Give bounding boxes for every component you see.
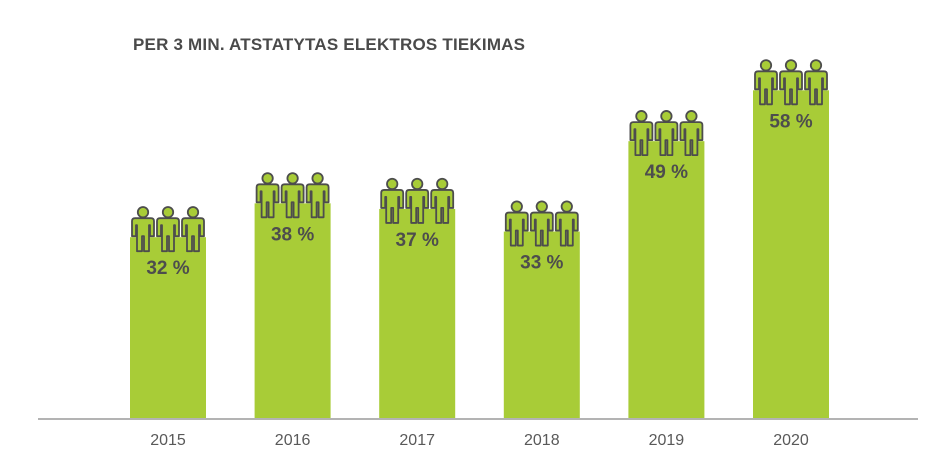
bar-group-2016: 38 % 2016 xyxy=(254,172,331,449)
three-people-icon xyxy=(629,110,704,157)
person-icon xyxy=(156,206,180,253)
three-people-icon xyxy=(504,200,579,247)
data-label-2018: 33 % xyxy=(520,253,563,274)
person-body xyxy=(156,217,180,253)
data-label-2016: 38 % xyxy=(271,224,314,245)
person-body xyxy=(131,217,155,253)
person-icon xyxy=(305,172,330,219)
bar-2016 xyxy=(254,203,331,418)
person-body xyxy=(405,189,430,224)
person-icon xyxy=(529,200,554,247)
person-head xyxy=(136,206,150,219)
person-head xyxy=(635,110,648,123)
person-head xyxy=(759,59,773,72)
person-body xyxy=(804,70,828,106)
bar-group-2017: 37 % 2017 xyxy=(379,177,456,449)
x-tick-label-2020: 2020 xyxy=(773,432,809,449)
person-icon xyxy=(629,110,654,157)
person-icon xyxy=(754,59,778,106)
person-icon xyxy=(131,206,155,253)
data-label-2019: 49 % xyxy=(645,162,688,183)
person-body xyxy=(255,183,280,219)
bar-group-2020: 58 % 2020 xyxy=(753,59,829,449)
person-icon xyxy=(430,177,455,224)
person-icon xyxy=(504,200,529,247)
person-body xyxy=(754,70,778,106)
person-head xyxy=(660,110,673,123)
person-body xyxy=(305,183,330,219)
person-icon xyxy=(255,172,280,219)
person-icon xyxy=(405,177,430,224)
person-head xyxy=(560,200,573,213)
person-body xyxy=(679,121,704,157)
person-head xyxy=(411,177,424,191)
person-icon xyxy=(779,59,803,106)
bars-layer: 32 % 2015 38 % 2016 37 % 2017 33 % 2018 49 % 2019… xyxy=(130,59,829,449)
person-head xyxy=(161,206,175,219)
bar-2020 xyxy=(753,90,829,419)
data-label-2015: 32 % xyxy=(146,258,189,279)
person-head xyxy=(311,172,324,185)
person-head xyxy=(535,200,548,213)
three-people-icon xyxy=(131,206,205,253)
person-head xyxy=(436,177,449,191)
bar-group-2019: 49 % 2019 xyxy=(628,110,705,449)
x-tick-label-2016: 2016 xyxy=(275,432,311,449)
person-body xyxy=(504,211,529,247)
x-tick-label-2015: 2015 xyxy=(150,432,186,449)
person-head xyxy=(809,59,823,72)
x-tick-label-2019: 2019 xyxy=(649,432,685,449)
person-body xyxy=(779,70,803,106)
person-head xyxy=(186,206,200,219)
person-head xyxy=(685,110,698,123)
person-head xyxy=(386,177,399,191)
person-body xyxy=(280,183,305,219)
person-icon xyxy=(280,172,305,219)
data-label-2017: 37 % xyxy=(396,230,439,251)
person-body xyxy=(181,217,205,253)
bar-2017 xyxy=(379,208,456,418)
bar-2015 xyxy=(130,237,206,418)
bar-group-2015: 32 % 2015 xyxy=(130,206,206,449)
bar-2018 xyxy=(503,231,580,418)
person-head xyxy=(510,200,523,213)
person-head xyxy=(286,172,299,185)
person-icon xyxy=(804,59,828,106)
person-icon xyxy=(380,177,405,224)
bar-group-2018: 33 % 2018 xyxy=(503,200,580,449)
person-body xyxy=(430,189,455,224)
three-people-icon xyxy=(754,59,828,106)
x-tick-label-2017: 2017 xyxy=(399,432,435,449)
bar-2019 xyxy=(628,141,705,418)
person-body xyxy=(554,211,579,247)
person-icon xyxy=(181,206,205,253)
person-icon xyxy=(679,110,704,157)
person-body xyxy=(629,121,654,157)
three-people-icon xyxy=(255,172,330,219)
three-people-icon xyxy=(380,177,455,224)
person-icon xyxy=(554,200,579,247)
data-label-2020: 58 % xyxy=(769,111,812,132)
x-tick-label-2018: 2018 xyxy=(524,432,560,449)
person-body xyxy=(380,189,405,224)
chart-title: PER 3 MIN. ATSTATYTAS ELEKTROS TIEKIMAS xyxy=(133,35,526,54)
person-icon xyxy=(654,110,679,157)
person-head xyxy=(784,59,798,72)
person-head xyxy=(261,172,274,185)
person-body xyxy=(654,121,679,157)
person-body xyxy=(529,211,554,247)
